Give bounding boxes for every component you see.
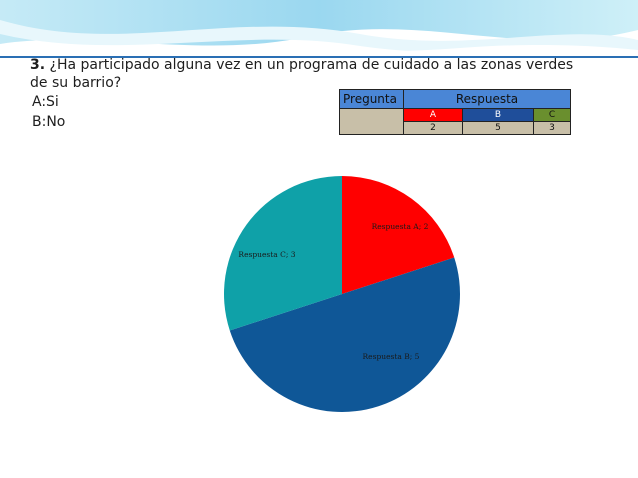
pregunta-header: Pregunta: [339, 89, 404, 109]
category-b: B: [462, 108, 534, 122]
pie-label-b: Respuesta B; 5: [363, 352, 420, 361]
option-a: A:Si: [32, 94, 59, 110]
pie-label-a: Respuesta A; 2: [372, 222, 429, 231]
question-body: ¿Ha participado alguna vez en un program…: [30, 57, 574, 91]
pie-chart: Respuesta A; 2 Respuesta B; 5 Respuesta C;…: [224, 176, 460, 412]
pie-label-c: Respuesta C; 3: [238, 250, 295, 259]
question-number: 3.: [30, 57, 46, 73]
question-text: 3. ¿Ha participado alguna vez en un prog…: [30, 56, 590, 92]
category-a: A: [403, 108, 463, 122]
pie-slice-c: [224, 176, 342, 331]
value-a: 2: [403, 121, 463, 135]
category-c: C: [533, 108, 571, 122]
option-b: B:No: [32, 114, 66, 130]
decorative-banner: [0, 0, 638, 60]
data-table: Pregunta Respuesta A B C 2 5 3: [339, 89, 571, 135]
banner-divider: [0, 56, 638, 58]
value-c: 3: [533, 121, 571, 135]
pregunta-cell: [339, 108, 404, 135]
pie-slice-a: [342, 176, 455, 294]
value-b: 5: [462, 121, 534, 135]
pie-slice-b: [229, 257, 460, 412]
respuesta-header: Respuesta: [403, 89, 571, 109]
